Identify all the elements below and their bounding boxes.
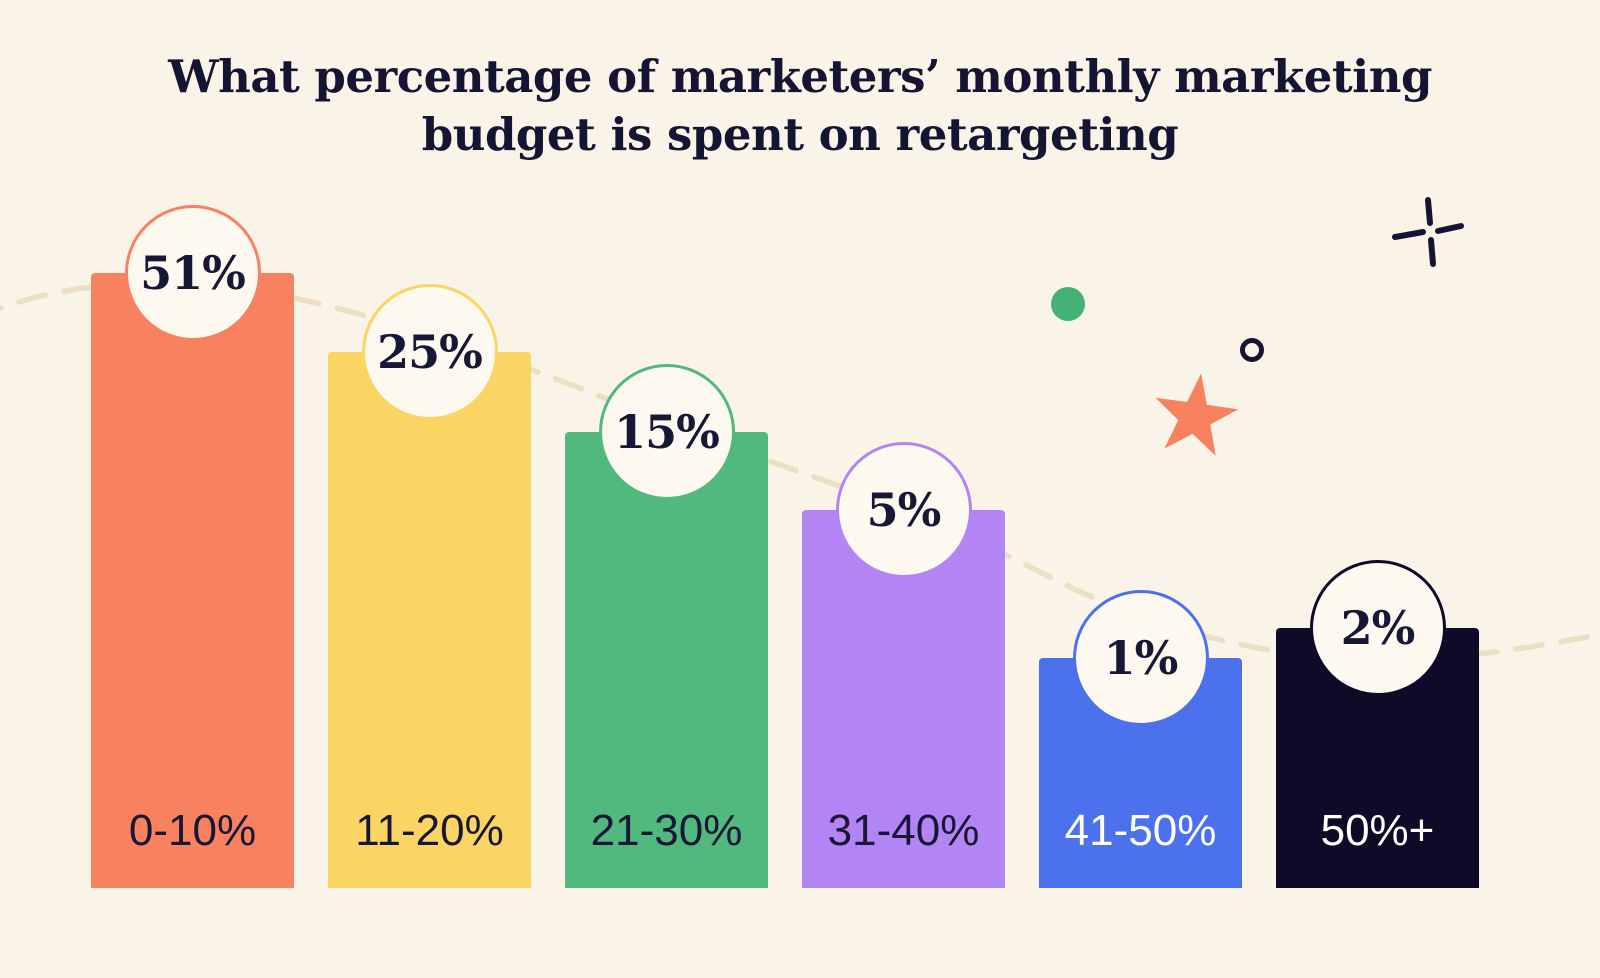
value-label: 5% xyxy=(866,483,942,537)
value-label: 2% xyxy=(1340,601,1416,655)
value-badge: 15% xyxy=(598,364,735,500)
bar: 15% 21-30% xyxy=(565,364,768,888)
star-decoration xyxy=(1155,373,1239,456)
category-label: 50%+ xyxy=(1320,806,1435,855)
category-label: 41-50% xyxy=(1064,806,1217,855)
title-line-1: What percentage of marketers’ monthly ma… xyxy=(168,50,1432,103)
value-label: 25% xyxy=(377,325,483,379)
bar: 51% 0-10% xyxy=(91,205,294,888)
category-label: 0-10% xyxy=(128,806,257,855)
category-label: 11-20% xyxy=(355,806,504,855)
value-badge: 2% xyxy=(1309,560,1446,696)
value-badge: 51% xyxy=(124,205,261,341)
bar: 2% 50%+ xyxy=(1276,560,1479,888)
bar: 25% 11-20% xyxy=(328,284,531,888)
value-badge: 5% xyxy=(835,442,972,578)
category-label: 31-40% xyxy=(827,806,980,855)
value-badge: 1% xyxy=(1072,590,1209,726)
plus-sparkle-decoration xyxy=(1392,197,1464,267)
plus-sparkle-icon xyxy=(1392,197,1464,267)
green-dot xyxy=(1051,287,1085,321)
value-badge: 25% xyxy=(361,284,498,420)
title-line-2: budget is spent on retargeting xyxy=(421,108,1179,161)
ring-icon xyxy=(1240,338,1264,362)
value-label: 15% xyxy=(614,405,720,459)
ring-decoration xyxy=(1240,338,1264,362)
bar: 5% 31-40% xyxy=(802,442,1005,888)
bar: 1% 41-50% xyxy=(1039,590,1242,888)
category-label: 21-30% xyxy=(590,806,743,855)
value-label: 51% xyxy=(140,246,246,300)
value-label: 1% xyxy=(1103,631,1179,685)
green-dot-decoration xyxy=(1051,287,1085,321)
page-title: What percentage of marketers’ monthly ma… xyxy=(0,48,1600,164)
star-icon xyxy=(1155,373,1239,456)
